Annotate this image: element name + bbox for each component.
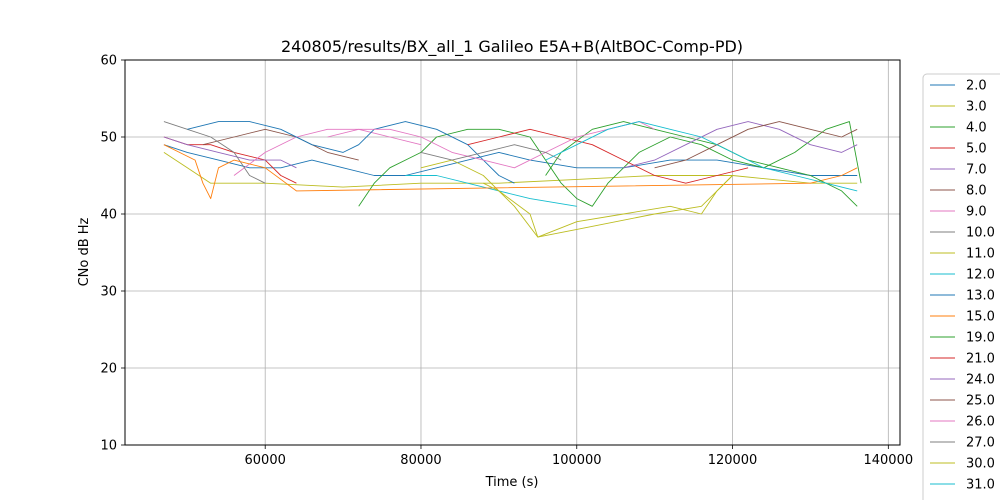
- legend-label: 3.0: [966, 100, 987, 115]
- x-axis-label: Time (s): [485, 475, 539, 490]
- series-line-27-0: [420, 144, 562, 161]
- legend-label: 2.0: [966, 79, 987, 94]
- y-tick-label: 20: [100, 362, 117, 377]
- plot-frame: [124, 59, 901, 446]
- x-tick-label: 140000: [863, 453, 913, 468]
- x-tick-label: 100000: [552, 453, 602, 468]
- chart-title: 240805/results/BX_all_1 Galileo E5A+B(Al…: [281, 37, 743, 57]
- y-tick-label: 40: [100, 208, 117, 223]
- series-line-24-0: [623, 121, 858, 169]
- x-tick-label: 120000: [708, 453, 758, 468]
- series-line-15-0: [163, 144, 858, 200]
- series-line-3-0: [163, 152, 858, 188]
- y-axis-label: CNo dB Hz: [77, 217, 92, 286]
- legend-label: 26.0: [966, 415, 995, 430]
- y-tick-label: 50: [100, 131, 117, 146]
- x-axis-ticks: 60000 80000 100000 120000 140000: [245, 445, 913, 468]
- legend-label: 7.0: [966, 163, 987, 178]
- y-tick-label: 60: [100, 54, 117, 69]
- y-tick-label: 30: [100, 285, 117, 300]
- legend-label: 25.0: [966, 394, 995, 409]
- series-line-10-0: [163, 121, 266, 184]
- legend-label: 30.0: [966, 457, 995, 472]
- legend-label: 15.0: [966, 310, 995, 325]
- series-line-12-0: [405, 175, 577, 207]
- legend-label: 13.0: [966, 289, 995, 304]
- series-line-21-0: [467, 128, 749, 184]
- series-line-9-0: [233, 128, 422, 176]
- legend-label: 19.0: [966, 331, 995, 346]
- legend-label: 8.0: [966, 184, 987, 199]
- x-tick-label: 60000: [245, 453, 286, 468]
- legend-label: 21.0: [966, 352, 995, 367]
- series-line-2-0: [163, 144, 858, 176]
- legend-label: 5.0: [966, 142, 987, 157]
- legend-label: 10.0: [966, 226, 995, 241]
- legend-label: 27.0: [966, 436, 995, 451]
- legend-label: 9.0: [966, 205, 987, 220]
- legend-label: 12.0: [966, 268, 995, 283]
- series-line-13-0: [187, 121, 515, 184]
- legend-label: 31.0: [966, 478, 995, 493]
- series-line-11-0: [420, 159, 733, 238]
- series-line-31-0: [545, 121, 858, 192]
- y-axis-ticks: 10 20 30 40 50 60: [100, 54, 125, 454]
- legend-label: 24.0: [966, 373, 995, 388]
- grid: [125, 59, 900, 446]
- legend-label: 11.0: [966, 247, 995, 262]
- x-tick-label: 80000: [400, 453, 441, 468]
- series-line-4-0: [358, 121, 862, 207]
- series-line-25-0: [654, 121, 858, 169]
- plot-lines: [163, 121, 862, 238]
- series-line-30-0: [483, 175, 733, 238]
- legend: 2.0 3.0 4.0 5.0 7.0 8.0 9.0 10.0 11.0 12.0 13.0 15.…: [922, 73, 1000, 500]
- legend-label: 4.0: [966, 121, 987, 136]
- series-line-19-0: [545, 121, 858, 207]
- legend-box: [922, 73, 1000, 500]
- series-line-7-0: [163, 136, 297, 169]
- series-line-8-0: [202, 128, 359, 161]
- y-tick-label: 10: [100, 439, 117, 454]
